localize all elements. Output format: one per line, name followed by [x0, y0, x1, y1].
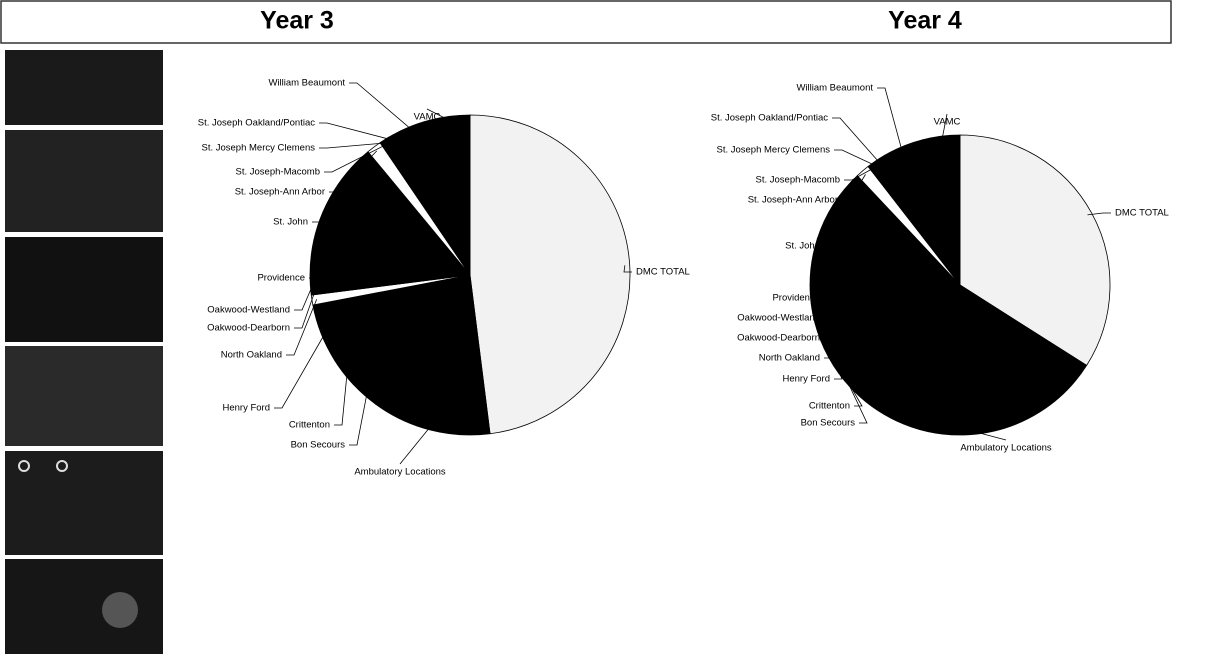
chart-title: Year 4 [888, 7, 962, 35]
slice-label: Oakwood-Dearborn [207, 323, 290, 334]
slice-label: Bon Secours [291, 440, 346, 451]
slice-label: VAMC [934, 117, 961, 128]
slice-label: St. Joseph Oakland/Pontiac [198, 118, 315, 129]
header-bar [1, 1, 1171, 43]
slice-label: St. Joseph Mercy Clemens [201, 143, 315, 154]
slide: Year 3 Year 4 DMC TOTAL Ambulatory Locati… [0, 0, 1208, 659]
slice-label: St. Joseph Oakland/Pontiac [711, 113, 828, 124]
slice-label: St. John [273, 217, 308, 228]
slice-label: Oakwood-Westland [737, 313, 820, 324]
slice-label: Ambulatory Locations [354, 467, 446, 478]
slice-label: William Beaumont [268, 78, 345, 89]
slice-label: William Beaumont [796, 83, 873, 94]
slice-label: Henry Ford [782, 374, 830, 385]
slice-label: St. Joseph Mercy Clemens [716, 145, 830, 156]
slice-label: Crittenton [289, 420, 330, 431]
chart-title: Year 3 [260, 7, 334, 35]
slice-label: Providence [772, 293, 820, 304]
slice-label: St. John [785, 241, 820, 252]
slice-label: Henry Ford [222, 403, 270, 414]
photo-detail [102, 592, 138, 628]
slice-label: St. Joseph-Ann Arbor [748, 195, 838, 206]
photo [5, 346, 163, 446]
slice-label: VAMC [414, 112, 441, 123]
slice-label: St. Joseph-Macomb [236, 167, 320, 178]
photo [5, 130, 163, 232]
slice-label: Providence [257, 273, 305, 284]
photo [5, 237, 163, 342]
photo [5, 559, 163, 654]
slice-label: Bon Secours [801, 418, 856, 429]
slice-label: DMC TOTAL [636, 267, 690, 278]
slice-label: St. Joseph-Ann Arbor [235, 187, 325, 198]
slice-label: Crittenton [809, 401, 850, 412]
slice-label: North Oakland [759, 353, 820, 364]
slice-label: Oakwood-Westland [207, 305, 290, 316]
slice-label: DMC TOTAL [1115, 208, 1169, 219]
slice-label: North Oakland [221, 350, 282, 361]
slice-label: Oakwood-Dearborn [737, 333, 820, 344]
photo [5, 50, 163, 125]
slice-label: Ambulatory Locations [960, 443, 1052, 454]
photo-strip [5, 50, 163, 654]
slice-label: St. Joseph-Macomb [756, 175, 840, 186]
